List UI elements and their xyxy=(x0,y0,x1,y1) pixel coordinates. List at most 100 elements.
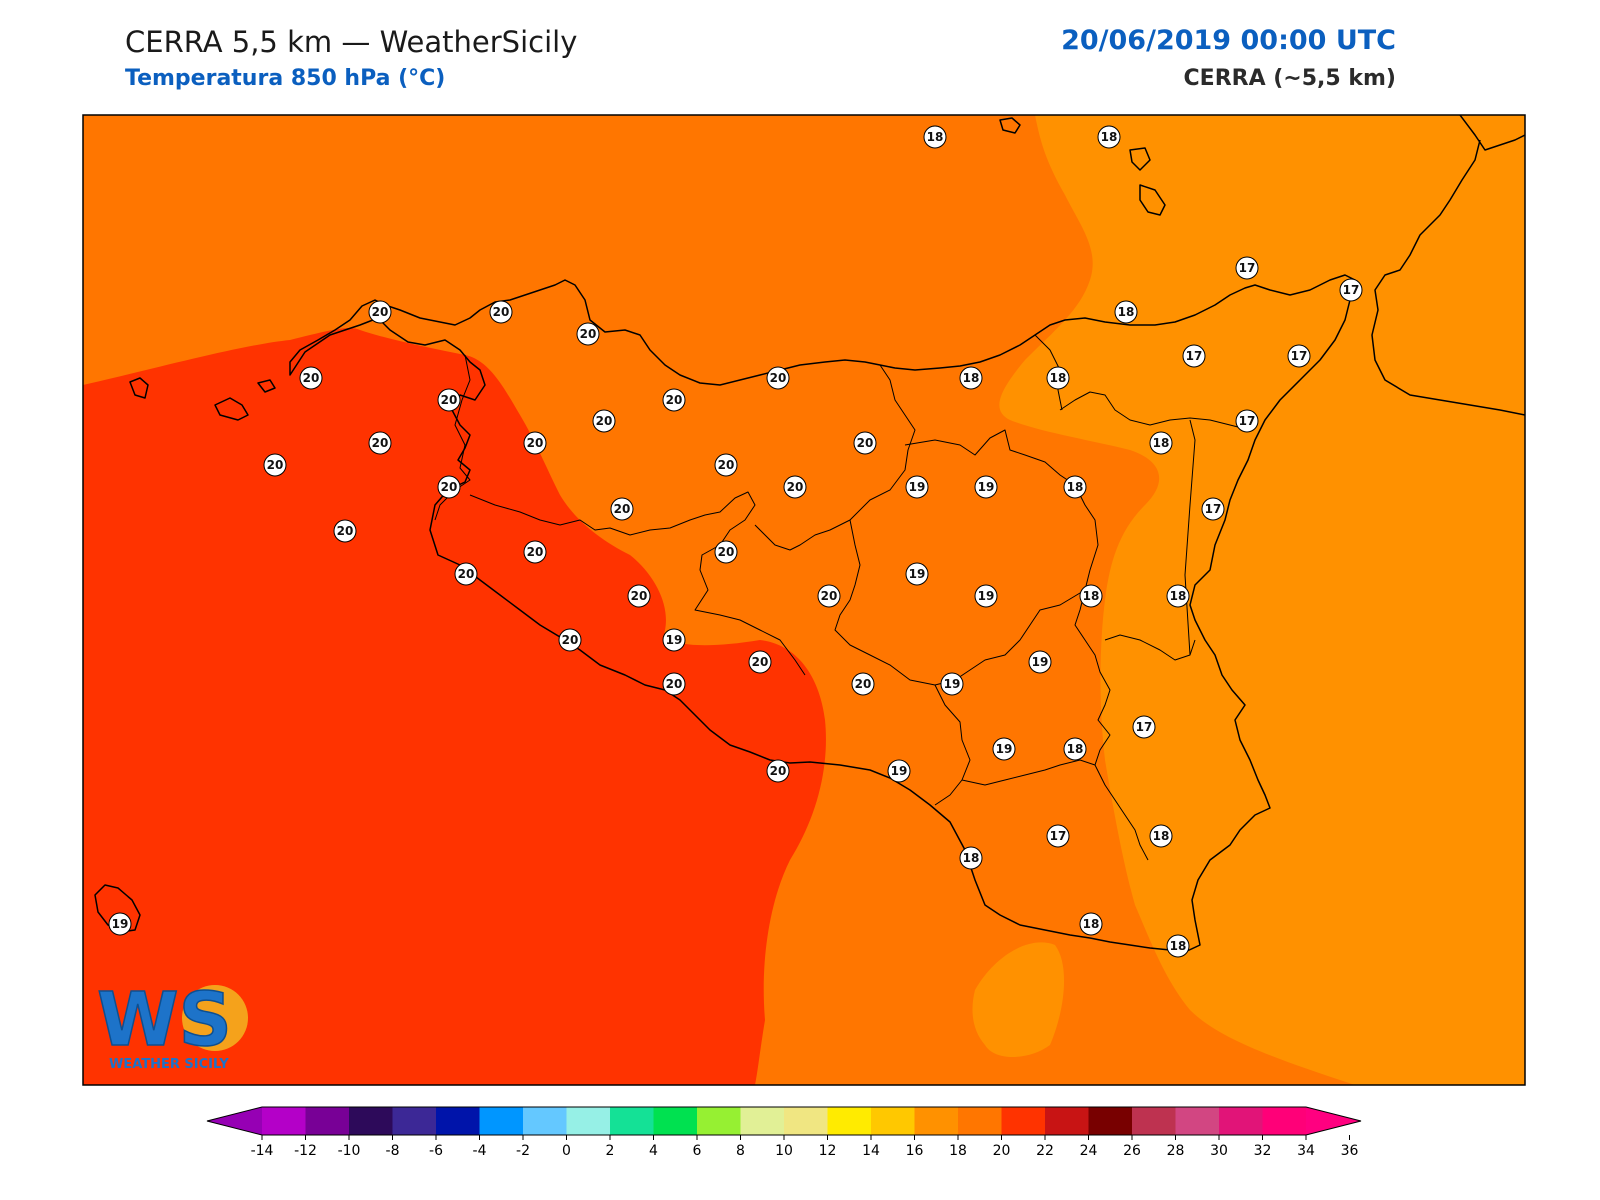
station-dot xyxy=(1028,650,1052,674)
colorbar-tick-label: 10 xyxy=(775,1143,793,1159)
station-value: 19 xyxy=(891,764,908,778)
station-dot xyxy=(299,366,323,390)
colorbar-tick-label: 6 xyxy=(693,1143,702,1159)
station-marker: 20 xyxy=(454,562,478,586)
station-value: 18 xyxy=(1153,829,1170,843)
station-marker: 20 xyxy=(783,475,807,499)
colorbar-tick-label: 36 xyxy=(1341,1143,1359,1159)
province-border xyxy=(834,519,1086,686)
map-frame xyxy=(82,114,1526,1086)
sicily-coastline xyxy=(94,115,1525,953)
station-dot xyxy=(1235,409,1259,433)
station-marker: 18 xyxy=(1149,431,1173,455)
colorbar-swatch xyxy=(523,1107,567,1135)
station-marker: 17 xyxy=(1132,715,1156,739)
field-17-patch xyxy=(972,942,1065,1058)
station-marker: 19 xyxy=(905,562,929,586)
station-dot xyxy=(454,562,478,586)
colorbar-swatch xyxy=(566,1107,611,1135)
station-marker: 20 xyxy=(662,388,686,412)
map-field xyxy=(83,115,1525,1085)
colorbar-tick-label: 32 xyxy=(1254,1143,1272,1159)
station-dot xyxy=(1201,497,1225,521)
colorbar-swatch xyxy=(262,1107,306,1135)
station-marker: 18 xyxy=(1166,584,1190,608)
station-marker: 20 xyxy=(714,540,738,564)
station-dot xyxy=(1166,584,1190,608)
station-marker: 20 xyxy=(853,431,877,455)
station-dot xyxy=(610,497,634,521)
station-value: 18 xyxy=(1170,939,1187,953)
station-marker: 20 xyxy=(489,300,513,324)
province-border xyxy=(934,684,971,806)
colorbar-tick-label: 34 xyxy=(1297,1143,1315,1159)
station-dot xyxy=(1339,278,1363,302)
province-border xyxy=(754,364,916,551)
colorbar-swatch xyxy=(349,1107,393,1135)
station-marker: 19 xyxy=(1028,650,1052,674)
station-dot xyxy=(263,453,287,477)
station-value: 20 xyxy=(458,567,475,581)
station-marker: 20 xyxy=(299,366,323,390)
station-marker: 20 xyxy=(558,628,582,652)
station-dot xyxy=(437,475,461,499)
station-dot xyxy=(627,584,651,608)
station-value: 17 xyxy=(1343,283,1360,297)
station-value: 20 xyxy=(441,393,458,407)
station-value: 19 xyxy=(666,633,683,647)
station-dot xyxy=(108,912,132,936)
colorbar-tick-label: 12 xyxy=(819,1143,837,1159)
station-marker: 19 xyxy=(974,475,998,499)
station-marker: 19 xyxy=(887,759,911,783)
station-dot xyxy=(887,759,911,783)
colorbar-swatch xyxy=(1175,1107,1220,1135)
station-marker: 20 xyxy=(766,366,790,390)
station-marker: 17 xyxy=(1182,344,1206,368)
station-value: 18 xyxy=(927,130,944,144)
station-marker: 20 xyxy=(714,453,738,477)
station-value: 17 xyxy=(1186,349,1203,363)
station-dot xyxy=(1287,344,1311,368)
station-dot xyxy=(1182,344,1206,368)
station-dot xyxy=(959,846,983,870)
station-value: 19 xyxy=(978,589,995,603)
station-marker: 20 xyxy=(627,584,651,608)
pantelleria-island xyxy=(94,884,141,933)
calabria-coast xyxy=(1371,115,1525,416)
station-value: 18 xyxy=(1101,130,1118,144)
logo-caption: WEATHER SICILY xyxy=(109,1057,229,1072)
station-dot xyxy=(1079,584,1103,608)
station-marker: 18 xyxy=(1166,934,1190,958)
station-marker: 20 xyxy=(766,759,790,783)
station-marker: 20 xyxy=(523,540,547,564)
station-marker: 20 xyxy=(368,300,392,324)
station-dot xyxy=(558,628,582,652)
station-marker: 20 xyxy=(368,431,392,455)
station-dot xyxy=(974,475,998,499)
station-marker: 20 xyxy=(523,431,547,455)
station-dot xyxy=(1079,912,1103,936)
ustica-island xyxy=(129,377,149,399)
station-dot xyxy=(1097,125,1121,149)
station-value: 20 xyxy=(493,305,510,319)
weather-sicily-logo: WS WEATHER SICILY xyxy=(96,976,248,1072)
station-marker: 20 xyxy=(592,409,616,433)
province-border xyxy=(469,491,806,676)
station-value: 20 xyxy=(770,371,787,385)
station-value: 20 xyxy=(857,436,874,450)
station-values: 18 18 17 17 18 17 17 18 18 17 18 18 17 18 17 18 17 18 18 18… xyxy=(108,125,1363,958)
station-marker: 20 xyxy=(576,322,600,346)
station-dot xyxy=(523,540,547,564)
colorbar-under-arrow xyxy=(207,1107,262,1135)
egadi-island xyxy=(257,379,276,393)
station-dot xyxy=(1235,256,1259,280)
station-value: 20 xyxy=(267,458,284,472)
colorbar-swatch xyxy=(1262,1107,1307,1135)
station-value: 18 xyxy=(1050,371,1067,385)
station-value: 20 xyxy=(718,458,735,472)
model-label: CERRA (~5,5 km) xyxy=(1183,66,1396,91)
colorbar-swatch xyxy=(784,1107,828,1135)
station-marker: 20 xyxy=(662,672,686,696)
station-value: 17 xyxy=(1239,261,1256,275)
